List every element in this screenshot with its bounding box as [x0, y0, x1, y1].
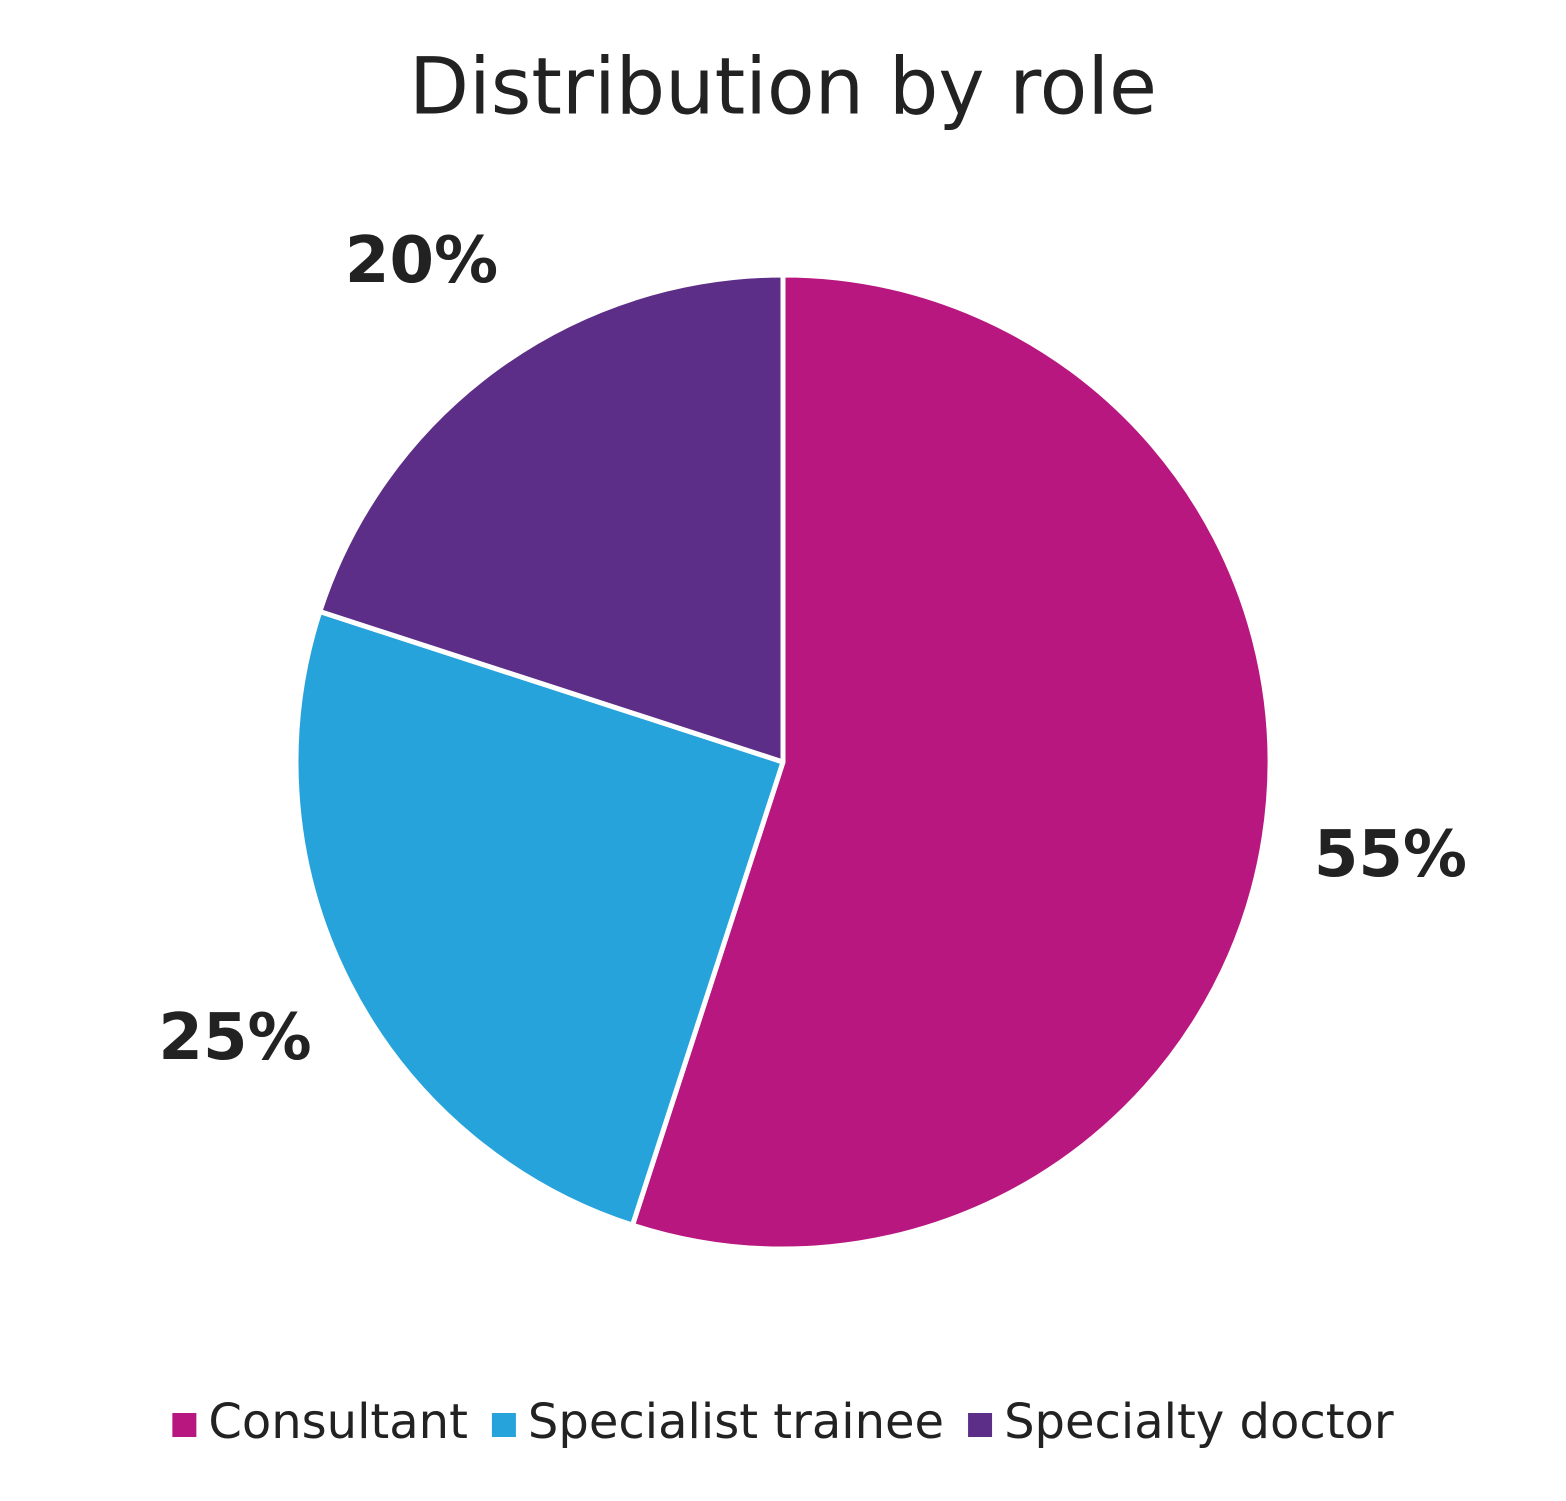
- data-label: 55%: [1314, 818, 1467, 892]
- legend-swatch: [968, 1413, 993, 1437]
- pie-slice: [630, 272, 1273, 1252]
- pie-slice: [317, 272, 786, 765]
- legend-label: Consultant: [208, 1394, 468, 1450]
- data-label: 25%: [158, 1001, 311, 1075]
- legend-swatch: [172, 1413, 197, 1437]
- legend-label: Specialty doctor: [1004, 1394, 1394, 1450]
- pie-slice: [293, 609, 786, 1228]
- legend-swatch: [491, 1413, 516, 1437]
- chart-title: Distribution by role: [409, 42, 1157, 132]
- legend-label: Specialist trainee: [528, 1394, 944, 1450]
- data-label: 20%: [345, 224, 498, 298]
